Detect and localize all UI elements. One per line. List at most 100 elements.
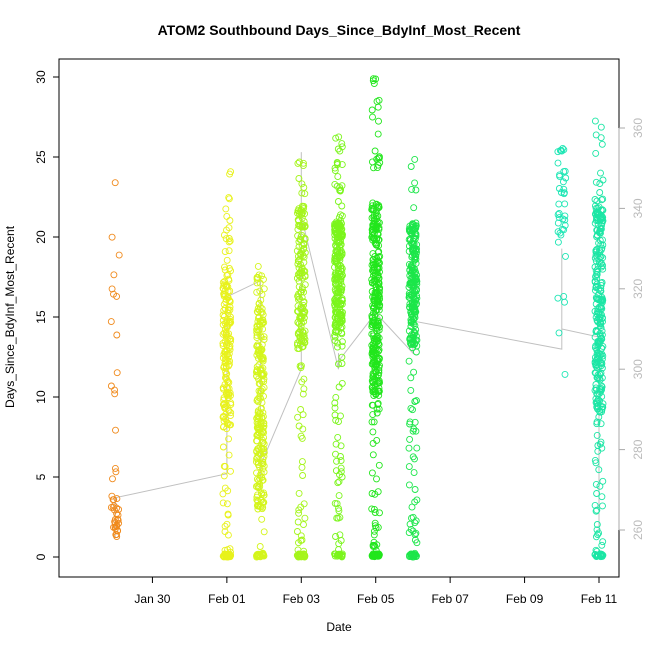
data-point <box>257 366 265 374</box>
cluster-5 <box>331 133 346 561</box>
data-point <box>593 506 601 514</box>
data-point <box>255 429 263 437</box>
data-point <box>562 174 570 182</box>
data-point <box>407 311 415 319</box>
data-point <box>333 159 341 167</box>
data-point <box>298 223 306 231</box>
data-point <box>375 154 383 162</box>
data-point <box>369 256 377 264</box>
data-point <box>336 147 344 155</box>
data-point <box>337 262 345 270</box>
data-point <box>597 279 605 287</box>
cluster-2 <box>219 168 235 561</box>
data-point <box>372 226 380 234</box>
data-point <box>559 178 567 186</box>
data-point <box>412 255 420 263</box>
data-point <box>411 330 419 338</box>
data-point <box>224 306 232 314</box>
data-point <box>596 315 604 323</box>
data-point <box>331 411 339 419</box>
data-point <box>254 262 262 270</box>
data-point <box>591 263 599 271</box>
data-point <box>258 370 266 377</box>
y-tick-label: 30 <box>34 70 48 84</box>
data-point <box>257 489 265 497</box>
data-point <box>561 370 569 378</box>
data-point <box>112 426 119 434</box>
data-point <box>338 140 346 148</box>
data-point <box>294 232 302 240</box>
data-point <box>599 295 606 303</box>
x-tick-label: Feb 05 <box>357 592 395 606</box>
data-point <box>593 526 601 534</box>
data-point <box>599 195 607 203</box>
data-point <box>225 224 233 232</box>
data-point <box>370 418 378 426</box>
data-point <box>410 226 418 233</box>
data-point <box>375 355 383 363</box>
data-point <box>107 382 115 390</box>
data-point <box>410 204 418 212</box>
data-point <box>301 235 309 243</box>
data-point <box>373 475 380 483</box>
data-point <box>221 263 228 271</box>
data-point <box>555 200 563 208</box>
y-tick-label: 10 <box>34 390 48 404</box>
data-point <box>331 167 339 175</box>
y-tick-label: 5 <box>34 473 48 480</box>
data-point <box>295 264 303 272</box>
data-point <box>597 169 604 177</box>
data-point <box>332 416 340 424</box>
data-point <box>260 371 267 379</box>
data-point <box>592 284 600 292</box>
data-point <box>224 309 232 317</box>
data-point <box>599 502 606 510</box>
y-tick-label: 20 <box>34 230 48 244</box>
data-point <box>412 551 420 559</box>
data-point <box>368 490 376 497</box>
data-point <box>337 308 345 316</box>
data-point <box>375 302 383 310</box>
data-point <box>333 500 341 508</box>
data-point <box>407 386 415 394</box>
data-point <box>300 332 308 340</box>
data-point <box>555 185 563 192</box>
data-point <box>112 468 120 476</box>
data-point <box>411 299 419 306</box>
data-point <box>224 510 232 518</box>
data-point <box>596 371 604 379</box>
data-point <box>259 549 267 557</box>
data-point <box>372 307 380 315</box>
data-point <box>369 332 377 340</box>
data-point <box>594 351 602 359</box>
data-point <box>409 513 417 521</box>
data-point <box>223 256 231 264</box>
data-point <box>371 280 379 288</box>
data-point <box>413 539 421 547</box>
data-point <box>370 531 378 539</box>
data-point <box>226 315 234 323</box>
data-point <box>298 463 306 471</box>
data-point <box>221 522 229 530</box>
data-point <box>254 483 262 491</box>
data-point <box>221 348 229 356</box>
data-point <box>593 431 601 439</box>
data-point <box>411 179 419 187</box>
data-point <box>407 163 415 170</box>
data-point <box>222 331 230 339</box>
data-point <box>107 318 115 326</box>
data-point <box>596 189 604 196</box>
data-point <box>338 311 346 319</box>
data-point <box>110 290 117 298</box>
cluster-9 <box>591 117 607 561</box>
data-point <box>219 316 227 324</box>
data-point <box>561 167 569 175</box>
data-point <box>334 343 341 351</box>
data-point <box>338 282 346 290</box>
data-point <box>413 496 421 504</box>
data-point <box>368 233 376 241</box>
data-point <box>412 296 420 303</box>
data-point <box>374 212 382 220</box>
data-point <box>222 370 230 378</box>
